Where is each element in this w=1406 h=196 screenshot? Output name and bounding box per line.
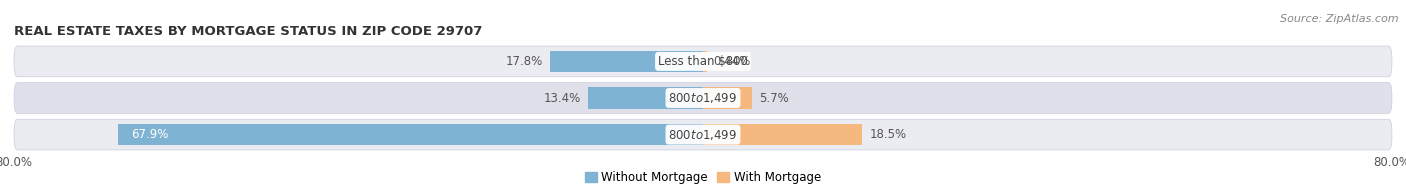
Text: 18.5%: 18.5% — [869, 128, 907, 141]
Bar — [588, 87, 703, 109]
Legend: Without Mortgage, With Mortgage: Without Mortgage, With Mortgage — [581, 166, 825, 189]
Bar — [550, 51, 703, 72]
Text: 13.4%: 13.4% — [544, 92, 581, 104]
Text: Source: ZipAtlas.com: Source: ZipAtlas.com — [1281, 14, 1399, 24]
Text: 0.44%: 0.44% — [714, 55, 751, 68]
Bar — [703, 51, 707, 72]
Text: 67.9%: 67.9% — [131, 128, 169, 141]
Text: 5.7%: 5.7% — [759, 92, 789, 104]
Text: 17.8%: 17.8% — [506, 55, 543, 68]
FancyBboxPatch shape — [14, 46, 1392, 77]
Bar — [703, 87, 752, 109]
FancyBboxPatch shape — [14, 119, 1392, 150]
Text: $800 to $1,499: $800 to $1,499 — [668, 91, 738, 105]
Bar — [703, 124, 862, 145]
Bar — [118, 124, 703, 145]
Text: REAL ESTATE TAXES BY MORTGAGE STATUS IN ZIP CODE 29707: REAL ESTATE TAXES BY MORTGAGE STATUS IN … — [14, 25, 482, 38]
FancyBboxPatch shape — [14, 83, 1392, 113]
Text: Less than $800: Less than $800 — [658, 55, 748, 68]
Text: $800 to $1,499: $800 to $1,499 — [668, 128, 738, 142]
